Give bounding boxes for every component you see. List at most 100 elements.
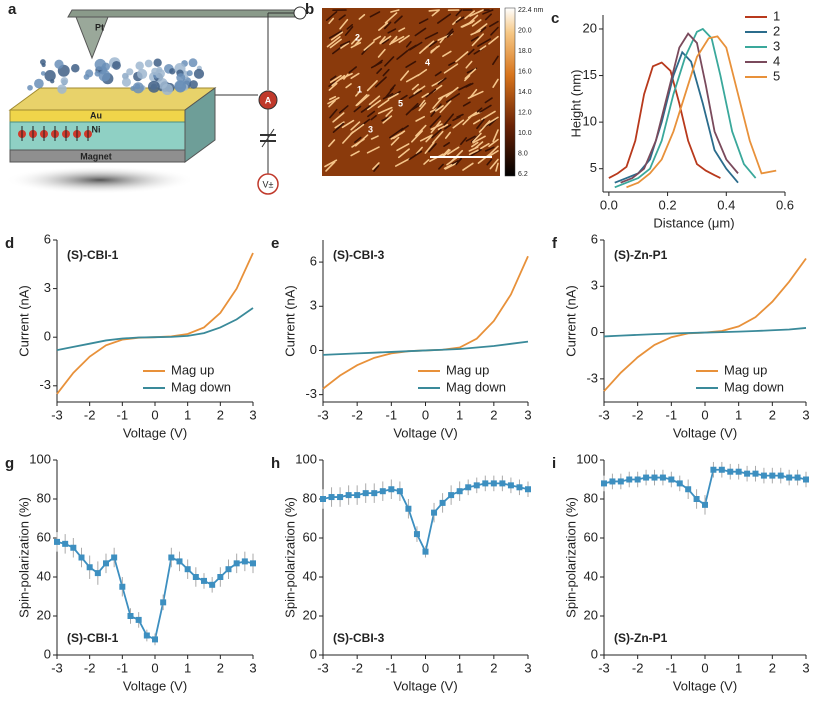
data-point xyxy=(201,578,207,584)
data-point xyxy=(431,510,437,516)
data-point xyxy=(397,488,403,494)
x-tick-label: 3 xyxy=(802,407,809,422)
molecule xyxy=(194,69,204,79)
data-point xyxy=(185,566,191,572)
x-tick-label: 3 xyxy=(524,660,531,675)
y-tick-label: 0 xyxy=(591,646,598,661)
molecule xyxy=(27,85,33,91)
data-point xyxy=(95,570,101,576)
data-point xyxy=(371,490,377,496)
x-tick-label: -3 xyxy=(598,660,610,675)
data-point xyxy=(668,477,674,483)
data-point xyxy=(354,492,360,498)
x-tick-label: 0 xyxy=(422,660,429,675)
y-axis-title: Current (nA) xyxy=(282,285,297,357)
y-tick-label: 0 xyxy=(44,329,51,344)
x-tick-label: 0 xyxy=(701,660,708,675)
data-point xyxy=(719,467,725,473)
marker-label: 2 xyxy=(355,32,360,42)
molecule xyxy=(112,61,121,70)
molecule xyxy=(34,79,44,89)
molecule xyxy=(135,62,143,70)
annotation: (S)-CBI-1 xyxy=(67,631,119,645)
y-tick-label: 20 xyxy=(584,607,598,622)
y-tick-label: 80 xyxy=(584,490,598,505)
data-point xyxy=(516,484,522,490)
series-line xyxy=(57,253,253,394)
x-tick-label: 0.4 xyxy=(717,197,735,212)
y-tick-label: 0 xyxy=(310,342,317,357)
molecule xyxy=(137,69,147,79)
molecule xyxy=(176,73,185,82)
y-tick-label: 6 xyxy=(591,231,598,246)
x-tick-label: 2 xyxy=(217,407,224,422)
data-point xyxy=(423,549,429,555)
series-line xyxy=(323,256,528,389)
y-tick-label: -3 xyxy=(39,377,51,392)
x-tick-label: 0.6 xyxy=(776,197,794,212)
molecule xyxy=(148,81,160,93)
y-axis-title: Current (nA) xyxy=(563,285,578,357)
y-tick-label: 6 xyxy=(310,254,317,269)
x-tick-label: 0 xyxy=(422,407,429,422)
data-point xyxy=(786,475,792,481)
molecule xyxy=(99,70,111,82)
molecule xyxy=(189,80,198,89)
panel-label: c xyxy=(551,10,559,27)
x-tick-label: 2 xyxy=(217,660,224,675)
x-tick-label: -2 xyxy=(632,660,644,675)
y-tick-label: 0 xyxy=(310,646,317,661)
y-tick-label: 100 xyxy=(295,451,317,466)
data-point xyxy=(234,560,240,566)
shadow xyxy=(5,166,195,194)
ammeter-label: A xyxy=(265,95,272,105)
data-point xyxy=(618,478,624,484)
series-line xyxy=(323,483,528,551)
marker-label: 1 xyxy=(357,84,362,94)
y-tick-label: 15 xyxy=(583,67,597,82)
legend-label: 4 xyxy=(773,53,780,68)
x-tick-label: 1 xyxy=(735,407,742,422)
y-tick-label: -3 xyxy=(586,370,598,385)
molecule xyxy=(50,79,54,83)
data-point xyxy=(217,574,223,580)
data-point xyxy=(761,473,767,479)
colorbar-label: 14.0 xyxy=(518,89,532,96)
au-label: Au xyxy=(90,110,102,120)
legend-label: Mag down xyxy=(446,379,506,394)
data-point xyxy=(160,599,166,605)
x-tick-label: -3 xyxy=(317,407,329,422)
data-point xyxy=(660,475,666,481)
series-line xyxy=(626,36,776,187)
x-axis-title: Voltage (V) xyxy=(123,678,187,693)
legend-label: 3 xyxy=(773,38,780,53)
data-point xyxy=(70,545,76,551)
data-point xyxy=(62,541,68,547)
legend-label: Mag up xyxy=(446,362,489,377)
data-point xyxy=(753,471,759,477)
data-point xyxy=(491,480,497,486)
panel-label: g xyxy=(5,455,14,472)
x-tick-label: -1 xyxy=(386,407,398,422)
data-point xyxy=(795,475,801,481)
x-tick-label: 1 xyxy=(456,407,463,422)
data-point xyxy=(168,555,174,561)
magnet-label: Magnet xyxy=(80,151,112,161)
annotation: (S)-Zn-P1 xyxy=(614,248,668,262)
data-point xyxy=(626,477,632,483)
x-tick-label: -2 xyxy=(84,660,96,675)
data-point xyxy=(652,475,658,481)
colorbar-label: 22.4 nm xyxy=(518,7,543,14)
series-line xyxy=(323,342,528,355)
x-tick-label: 0 xyxy=(151,407,158,422)
y-tick-label: 80 xyxy=(303,490,317,505)
data-point xyxy=(465,484,471,490)
x-tick-label: -2 xyxy=(84,407,96,422)
y-axis-title: Spin-polarization (%) xyxy=(282,497,297,618)
data-point xyxy=(508,482,514,488)
schematic: a Pt A V± Au Ni Magnet xyxy=(5,1,306,194)
x-tick-label: 0 xyxy=(151,660,158,675)
